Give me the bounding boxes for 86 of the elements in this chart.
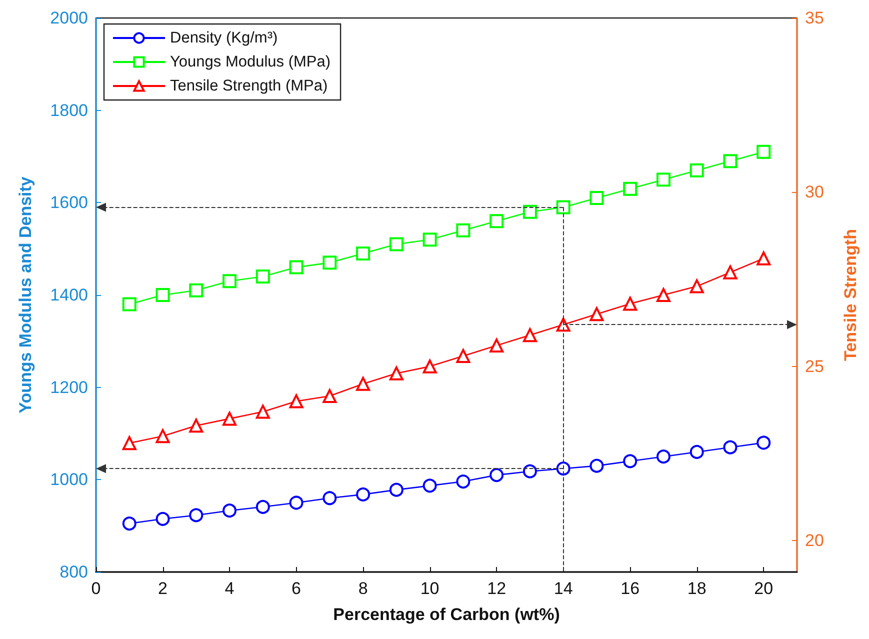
y-tick-label: 2000 <box>50 8 88 28</box>
legend-label: Density (Kg/m³) <box>170 30 278 46</box>
y2-tick-label: 30 <box>805 182 824 202</box>
point <box>723 154 738 168</box>
y2-axis-title: Tensile Strength <box>841 229 860 361</box>
point <box>256 500 270 514</box>
point <box>522 464 537 478</box>
point <box>256 270 270 284</box>
point <box>222 412 237 426</box>
point <box>389 482 404 497</box>
point <box>156 512 170 526</box>
point <box>322 389 337 404</box>
point <box>189 283 204 298</box>
x-tick-label: 14 <box>554 579 573 598</box>
point <box>122 516 136 531</box>
y-tick-label: 1000 <box>50 470 88 490</box>
x-tick-label: 4 <box>224 579 234 598</box>
point <box>389 366 404 380</box>
point <box>723 265 738 280</box>
y2-tick-label: 20 <box>805 531 824 550</box>
x-tick-label: 10 <box>420 579 440 598</box>
point <box>222 274 237 288</box>
x-tick-label: 12 <box>487 579 506 598</box>
y-tick-label: 1600 <box>50 193 88 212</box>
point <box>422 478 437 493</box>
y-axis-title: Youngs Modulus and Density <box>16 176 35 414</box>
point <box>356 246 370 260</box>
point <box>623 182 638 196</box>
point <box>189 508 204 522</box>
point <box>256 404 270 419</box>
point <box>422 232 437 247</box>
point <box>656 288 670 302</box>
point <box>122 297 136 312</box>
point <box>322 491 337 506</box>
point <box>422 359 437 374</box>
point <box>723 440 738 454</box>
point <box>189 418 204 433</box>
point <box>289 394 304 408</box>
point <box>623 296 638 311</box>
point <box>590 458 604 473</box>
point <box>690 163 704 178</box>
point <box>356 487 370 502</box>
point <box>690 279 704 294</box>
y-tick-label: 800 <box>60 562 88 582</box>
point <box>289 496 304 510</box>
x-tick-label: 16 <box>620 579 640 598</box>
x-tick-label: 2 <box>158 579 168 598</box>
point <box>490 338 504 353</box>
point <box>756 251 771 266</box>
point <box>522 328 537 342</box>
point <box>122 436 136 450</box>
y2-tick-label: 25 <box>805 356 824 376</box>
x-tick-label: 18 <box>687 579 706 598</box>
point <box>490 214 504 228</box>
x-tick-label: 20 <box>754 579 774 598</box>
x-axis-title: Percentage of Carbon (wt%) <box>333 605 560 624</box>
point <box>556 200 570 214</box>
x-tick-label: 8 <box>358 579 368 598</box>
y-tick-label: 1800 <box>50 100 88 120</box>
y2-tick-label: 35 <box>805 8 824 28</box>
point <box>456 474 470 489</box>
x-tick-label: 0 <box>91 579 101 598</box>
legend-label: Youngs Modulus (MPa) <box>170 54 331 70</box>
point <box>590 307 604 322</box>
point <box>156 429 170 444</box>
point <box>490 468 504 482</box>
x-tick-label: 6 <box>292 579 302 598</box>
point <box>456 348 470 363</box>
point <box>389 237 404 252</box>
point <box>522 204 537 219</box>
point <box>289 260 304 274</box>
point <box>656 450 670 464</box>
y-tick-label: 1200 <box>50 378 88 397</box>
point <box>456 223 470 238</box>
y-tick-label: 1400 <box>50 286 88 304</box>
legend-label: Tensile Strength (MPa) <box>170 78 328 94</box>
point <box>756 436 771 450</box>
point <box>623 454 638 468</box>
point <box>356 376 370 391</box>
point <box>590 191 604 206</box>
point <box>756 144 771 159</box>
point <box>322 256 337 270</box>
point <box>222 504 237 518</box>
point <box>690 444 704 459</box>
point <box>656 172 670 187</box>
point <box>156 288 170 302</box>
